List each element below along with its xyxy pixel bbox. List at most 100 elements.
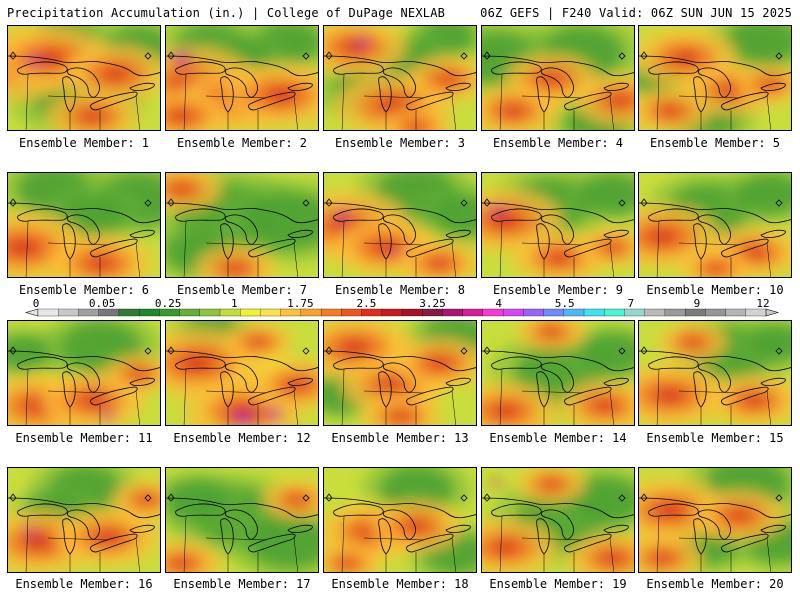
colorbar-swatch [462,308,484,317]
colorbar-swatch [725,308,747,317]
ensemble-member-label: Ensemble Member: 10 [646,283,784,297]
great-lakes-outline [166,346,318,425]
ensemble-member-map [7,467,161,573]
precip-field [324,26,476,130]
ensemble-member-label: Ensemble Member: 5 [649,136,781,150]
colorbar-swatch [37,308,59,317]
colorbar-high-arrow [765,308,780,317]
precip-field [639,26,791,130]
colorbar-tick-label: 5.5 [554,297,575,310]
colorbar-tick-label: 0.05 [88,297,116,310]
precip-field [8,26,160,130]
great-lakes-outline [482,346,634,425]
colorbar-tick-label: 1.75 [287,297,314,310]
colorbar-swatch [98,308,120,317]
precipitation-colorbar [24,308,780,317]
great-lakes-outline [8,51,160,130]
ensemble-member-map [7,25,161,131]
colorbar-swatch [442,308,464,317]
great-lakes-outline [639,198,791,277]
colorbar-swatch [341,308,363,317]
colorbar-swatch [240,308,261,317]
ensemble-member-map [165,467,319,573]
great-lakes-outline [166,51,318,130]
precip-field [8,321,160,425]
colorbar-swatch [644,308,666,317]
map-title: Precipitation Accumulation (in.) | Colle… [7,6,446,20]
colorbar-swatch [543,308,565,317]
precip-field [639,468,791,572]
ensemble-member-map [165,25,319,131]
ensemble-member-label: Ensemble Member: 13 [331,431,469,445]
colorbar-tick-label: 12 [756,297,770,310]
ensemble-member-label: Ensemble Member: 11 [15,431,153,445]
colorbar-swatch [138,308,160,317]
precip-field [166,173,318,277]
ensemble-member-map [323,320,477,426]
colorbar-swatch [280,308,302,317]
ensemble-member-map [7,172,161,278]
precip-field [8,468,160,572]
ensemble-member-label: Ensemble Member: 1 [18,136,150,150]
colorbar-swatch [422,308,443,317]
colorbar-swatch [78,308,100,317]
great-lakes-outline [324,198,476,277]
great-lakes-outline [166,493,318,572]
ensemble-member-label: Ensemble Member: 8 [334,283,466,297]
great-lakes-outline [324,51,476,130]
precip-field [639,321,791,425]
ensemble-member-map [638,172,792,278]
ensemble-member-map [7,320,161,426]
colorbar-swatch [58,308,79,317]
ensemble-member-map [165,320,319,426]
colorbar-swatch [604,308,625,317]
colorbar-swatch [361,308,383,317]
ensemble-member-map [323,467,477,573]
precip-field [166,26,318,130]
ensemble-member-label: Ensemble Member: 18 [331,577,469,591]
great-lakes-outline [639,51,791,130]
colorbar-swatch [260,308,282,317]
colorbar-tick-label: 4 [495,297,502,310]
great-lakes-outline [324,346,476,425]
precip-field [324,468,476,572]
colorbar-swatch [684,308,706,317]
colorbar-swatch [118,308,140,317]
ensemble-member-label: Ensemble Member: 16 [15,577,153,591]
colorbar-swatch [482,308,504,317]
colorbar-swatch [523,308,545,317]
ensemble-member-label: Ensemble Member: 4 [492,136,624,150]
ensemble-member-map [638,25,792,131]
ensemble-member-map [638,467,792,573]
precip-field [166,321,318,425]
ensemble-member-map [481,172,635,278]
great-lakes-outline [639,493,791,572]
colorbar-swatch [179,308,201,317]
ensemble-member-label: Ensemble Member: 14 [489,431,627,445]
colorbar-tick-label: 7 [627,297,635,310]
colorbar-swatch [563,308,585,317]
great-lakes-outline [8,346,160,425]
colorbar-tick-label: 9 [693,297,701,310]
colorbar-swatch [583,308,605,317]
colorbar-swatch [199,308,221,317]
colorbar-tick-label: 2.5 [356,297,377,310]
great-lakes-outline [166,198,318,277]
ensemble-member-map [481,25,635,131]
great-lakes-outline [482,198,634,277]
colorbar-swatch [381,308,403,317]
colorbar-tick-label: 0.25 [154,297,182,310]
ensemble-member-label: Ensemble Member: 7 [176,283,308,297]
precip-field [8,173,160,277]
colorbar-swatch [745,308,767,317]
colorbar-tick-label: 1 [230,297,238,310]
colorbar-tick-label: 0 [32,297,40,310]
precip-field [166,468,318,572]
ensemble-member-label: Ensemble Member: 3 [334,136,466,150]
colorbar-swatch [300,308,322,317]
great-lakes-outline [482,493,634,572]
ensemble-member-label: Ensemble Member: 2 [176,136,308,150]
colorbar-swatch [705,308,727,317]
precip-field [482,321,634,425]
ensemble-member-label: Ensemble Member: 20 [646,577,784,591]
